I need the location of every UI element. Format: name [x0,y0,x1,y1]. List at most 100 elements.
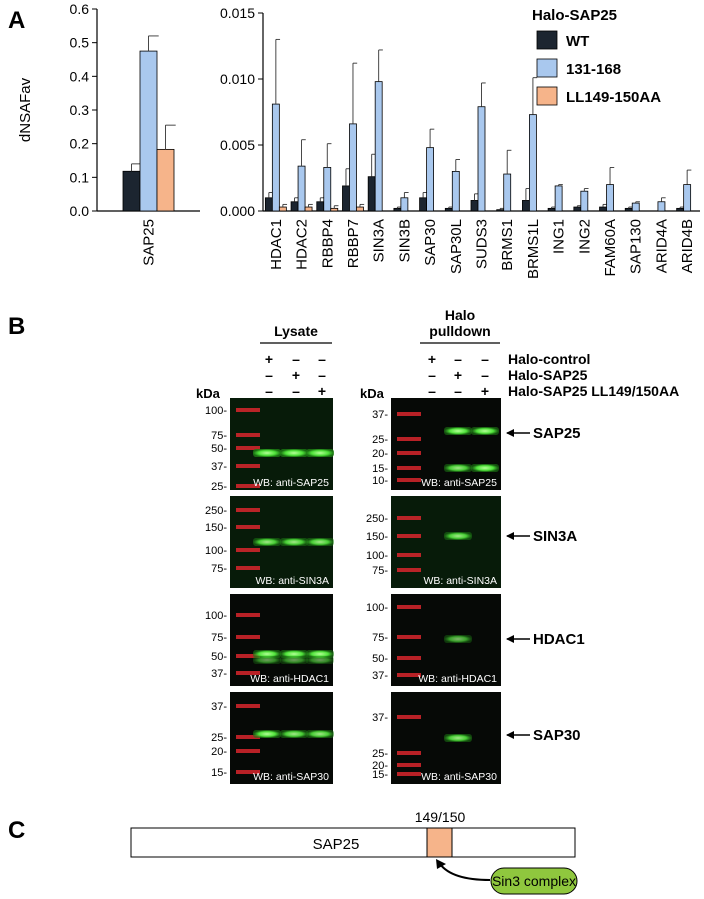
ladder-band [397,466,421,470]
wb-label: WB: anti-SAP30 [421,771,497,783]
wb-label: WB: anti-SAP25 [253,477,329,489]
marker-label: 37- [211,461,227,473]
bar [304,206,313,212]
ladder-band [236,433,260,437]
condition-sign: – [318,367,326,383]
y-tick-label: 0.015 [220,5,255,21]
curved-arrow [439,863,491,881]
category-label: FAM60A [602,219,619,277]
marker-label: 75- [211,632,227,644]
bar [122,170,141,212]
ladder-band [397,553,421,557]
marker-label: 20- [372,760,388,772]
category-label: SIN3B [396,219,413,262]
y-axis-title: dNSAFav [17,77,34,142]
protein-band [444,464,472,472]
y-tick-label: 0.6 [70,1,90,17]
bar [529,114,537,212]
condition-sign: – [292,351,300,367]
ladder-band [236,408,260,412]
ladder-band [236,548,260,552]
protein-band [280,449,308,457]
protein-band [280,538,308,546]
category-label: RBBP7 [345,219,362,268]
panel-label-a: A [8,7,25,34]
legend-label-131-168: 131-168 [566,61,621,78]
legend-title: Halo-SAP25 [532,7,617,24]
ladder-band [236,613,260,617]
bar [522,200,530,212]
target-label: SAP30 [533,727,581,744]
condition-sign: – [454,383,462,399]
ladder-band [236,749,260,753]
bar [573,206,582,212]
ladder-band [397,751,421,755]
chart-complex-members: 0.000 0.005 0.010 0.015 HDAC1 HDAC2 RBBP4 RBBP7… [220,5,700,279]
marker-label: 50- [211,651,227,663]
wb-label: WB: anti-SIN3A [423,575,497,587]
category-label: HDAC1 [268,219,285,270]
y-tick-label: 0.000 [220,203,255,219]
condition-sign: – [454,351,462,367]
condition-sign: – [481,367,489,383]
protein-band [471,464,499,472]
bar [367,176,376,212]
legend-label-ll149: LL149-150AA [566,89,661,106]
condition-sign: – [292,383,300,399]
marker-label: 20- [211,746,227,758]
category-label: BRMS1 [499,219,516,271]
protein-band [253,730,281,738]
condition-table: + – – + – – Halo-control– + – – + – Halo-SAP25– – + – – +… [265,351,679,399]
category-label: SAP30 [422,219,439,266]
header-halo: Halo [445,307,475,323]
marker-label: 15- [211,767,227,779]
ladder-band [397,656,421,660]
marker-label: 25- [211,481,227,493]
header-pulldown: pulldown [429,323,490,339]
protein-band [444,532,472,540]
ladder-band [236,635,260,639]
ladder-band [397,605,421,609]
marker-label: 100- [366,550,388,562]
arrow-head [436,859,446,869]
bar [676,207,685,212]
bar [496,209,505,212]
category-label: ING2 [576,219,593,254]
ladder-band [397,568,421,572]
marker-label: 150- [366,531,388,543]
bar [657,201,666,212]
target-label: SIN3A [533,528,577,545]
category-label: SAP25 [141,219,158,266]
wb-label: WB: anti-HDAC1 [418,673,497,685]
condition-sign: – [428,383,436,399]
target-arrow-head [506,532,514,540]
marker-label: 100- [205,545,227,557]
bar [323,167,332,212]
panel-label-b: B [8,313,25,340]
y-tick-label: 0.0 [70,203,90,219]
complex-label: Sin3 complex [492,873,576,889]
bar [139,50,158,212]
legend-swatch-131-168 [536,58,558,78]
ladder-band [397,534,421,538]
ladder-band [236,464,260,468]
ladder-band [236,704,260,708]
y-tick-label: 0.3 [70,102,90,118]
marker-label: 75- [211,563,227,575]
protein-band [253,449,281,457]
bar [356,206,364,212]
kda-label-left: kDa [196,386,221,401]
marker-label: 50- [211,443,227,455]
ladder-band [236,525,260,529]
ladder-band [397,715,421,719]
bar [278,206,287,212]
blot-headers: Lysate Halo pulldown [260,307,500,344]
marker-label: 37- [211,701,227,713]
bar [554,185,563,212]
ladder-band [397,635,421,639]
wb-label: WB: anti-SIN3A [255,575,329,587]
protein-band [444,427,472,435]
wb-label: WB: anti-SAP25 [421,477,497,489]
marker-label: 37- [372,712,388,724]
